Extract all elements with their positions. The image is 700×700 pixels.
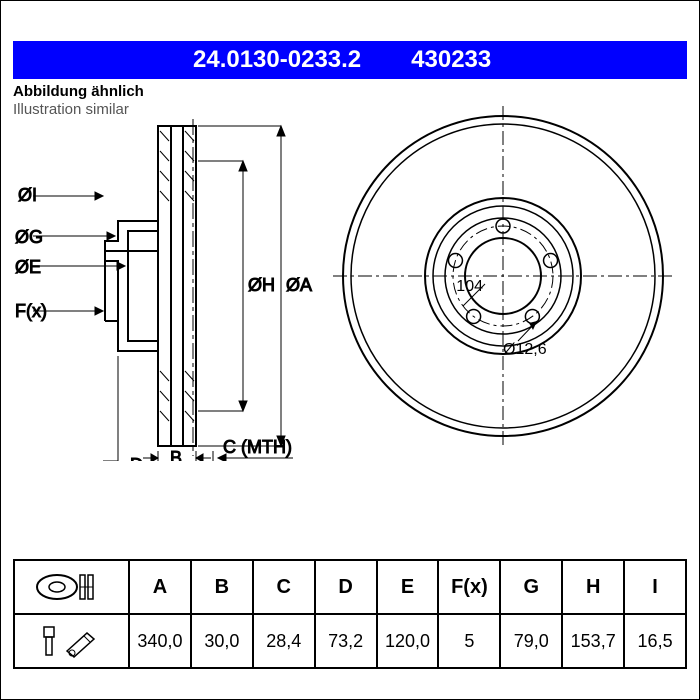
hdr-B: B [192, 561, 254, 613]
hdr-A: A [130, 561, 192, 613]
dim-A: ØA [286, 275, 312, 295]
side-view: ØI ØG ØE F(x) [15, 119, 312, 461]
dim-E: ØE [15, 257, 41, 277]
technical-drawing-svg: ØI ØG ØE F(x) [13, 91, 689, 461]
part-number: 24.0130-0233.2 [193, 46, 361, 74]
data-grid: A B C D E F(x) G H I 340,0 30,0 28,4 73,… [130, 561, 685, 667]
dim-B: B [170, 448, 182, 461]
header-bar: 24.0130-0233.2 430233 [13, 41, 687, 79]
val-G: 79,0 [501, 615, 563, 667]
val-C: 28,4 [254, 615, 316, 667]
dim-I: ØI [18, 185, 37, 205]
val-A: 340,0 [130, 615, 192, 667]
val-F: 5 [439, 615, 501, 667]
val-H: 153,7 [563, 615, 625, 667]
hole-dia-label: Ø12,6 [503, 341, 547, 358]
header-row: A B C D E F(x) G H I [130, 561, 685, 615]
hdr-F: F(x) [439, 561, 501, 613]
spec-table: A B C D E F(x) G H I 340,0 30,0 28,4 73,… [13, 559, 687, 669]
hdr-G: G [501, 561, 563, 613]
hdr-C: C [254, 561, 316, 613]
bolt-icon [15, 615, 128, 667]
front-view: 104 Ø12,6 [333, 106, 673, 446]
icon-column [15, 561, 130, 667]
bolt-circle-label: 104 [456, 278, 483, 295]
hdr-E: E [378, 561, 440, 613]
disc-icon [15, 561, 128, 615]
val-D: 73,2 [316, 615, 378, 667]
drawing-container: 24.0130-0233.2 430233 Abbildung ähnlich … [0, 0, 700, 700]
part-code: 430233 [411, 46, 491, 74]
diagram-area: ØI ØG ØE F(x) [13, 91, 687, 549]
val-I: 16,5 [625, 615, 685, 667]
dim-F: F(x) [15, 301, 47, 321]
dim-D: D [130, 455, 143, 461]
val-B: 30,0 [192, 615, 254, 667]
value-row: 340,0 30,0 28,4 73,2 120,0 5 79,0 153,7 … [130, 615, 685, 667]
dim-G: ØG [15, 227, 43, 247]
hdr-D: D [316, 561, 378, 613]
hdr-I: I [625, 561, 685, 613]
val-E: 120,0 [378, 615, 440, 667]
dim-H: ØH [248, 275, 275, 295]
hdr-H: H [563, 561, 625, 613]
